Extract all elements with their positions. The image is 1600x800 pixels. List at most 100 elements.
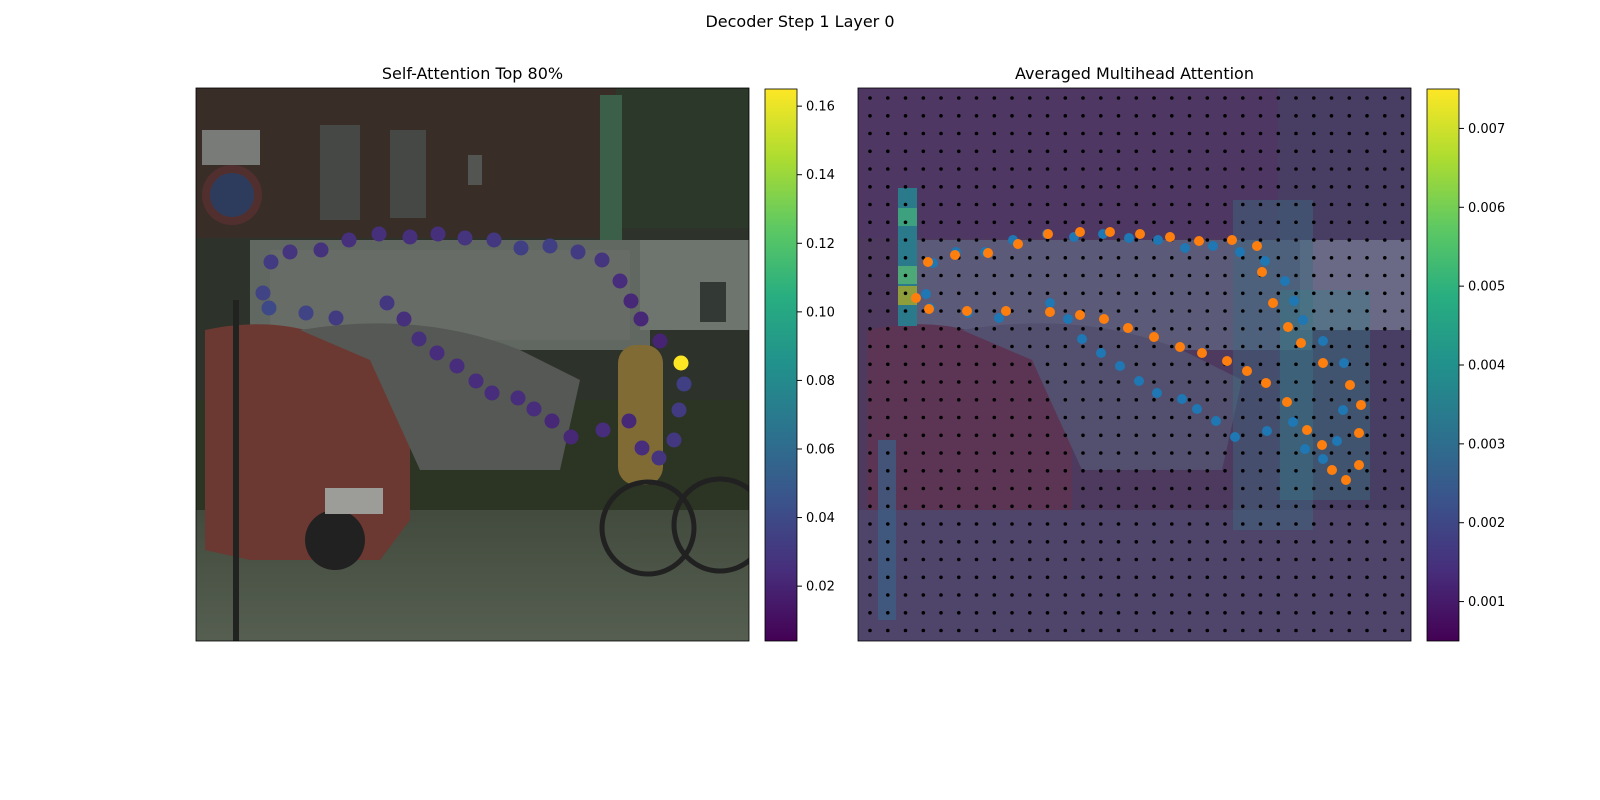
grid-dot [1383, 557, 1387, 562]
grid-dot [903, 309, 908, 313]
grid-dot [1134, 451, 1139, 455]
grid-dot [1365, 273, 1369, 278]
grid-dot [1187, 469, 1192, 473]
grid-dot [1081, 469, 1085, 473]
grid-dot [1365, 469, 1369, 473]
grid-dot [1028, 114, 1032, 118]
reference-point [1192, 404, 1202, 414]
reference-point [1289, 296, 1299, 306]
grid-dot [1010, 380, 1014, 384]
grid-dot [992, 522, 997, 526]
grid-dot [1329, 451, 1334, 455]
grid-dot [1329, 486, 1334, 491]
grid-dot [1329, 540, 1334, 544]
right-colorbar-ticks: 0.001 0.002 0.003 0.004 0.005 0.006 0.007 [1459, 122, 1505, 610]
grid-dot [957, 362, 961, 367]
grid-dot [1028, 220, 1032, 225]
grid-dot [939, 149, 943, 154]
grid-dot [1045, 486, 1050, 491]
colorbar-tick-label: 0.001 [1468, 595, 1505, 610]
colorbar-tick-label: 0.005 [1468, 280, 1505, 295]
grid-dot [957, 202, 961, 207]
grid-dot [1223, 469, 1227, 473]
grid-dot [1152, 398, 1156, 402]
grid-dot [1329, 185, 1334, 189]
grid-dot [1010, 540, 1014, 544]
grid-dot [1258, 398, 1263, 402]
grid-dot [868, 593, 872, 597]
grid-dot [903, 611, 908, 615]
grid-dot [1045, 362, 1050, 367]
grid-dot [1187, 309, 1192, 313]
grid-dot [1329, 238, 1334, 242]
grid-dot [1170, 131, 1174, 136]
grid-dot [1205, 433, 1210, 438]
predicted-point [1242, 366, 1252, 376]
grid-dot [992, 628, 997, 633]
grid-dot [974, 611, 979, 615]
grid-dot [1063, 344, 1068, 349]
attention-point [371, 226, 387, 242]
grid-dot [1152, 309, 1156, 313]
grid-dot [1276, 486, 1281, 491]
grid-dot [1365, 504, 1369, 509]
grid-dot [939, 167, 943, 171]
grid-dot [1400, 593, 1405, 597]
grid-dot [1187, 504, 1192, 509]
grid-dot [1099, 185, 1103, 189]
attention-point [282, 244, 298, 260]
grid-dot [1099, 593, 1103, 597]
grid-dot [1223, 398, 1227, 402]
grid-dot [1347, 611, 1352, 615]
grid-dot [1347, 309, 1352, 313]
grid-dot [1152, 220, 1156, 225]
grid-dot [1152, 131, 1156, 136]
attention-point [544, 413, 560, 429]
colorbar-tick-label: 0.12 [806, 237, 835, 252]
grid-dot [903, 557, 908, 562]
grid-dot [1258, 202, 1263, 207]
grid-dot [974, 167, 979, 171]
grid-dot [1152, 344, 1156, 349]
grid-dot [1347, 575, 1352, 580]
grid-dot [1170, 96, 1174, 100]
grid-dot [1223, 309, 1227, 313]
predicted-point [1302, 425, 1312, 435]
grid-dot [903, 451, 908, 455]
grid-dot [1400, 255, 1405, 260]
grid-dot [868, 167, 872, 171]
grid-dot [992, 504, 997, 509]
grid-dot [1223, 611, 1227, 615]
grid-dot [1081, 238, 1085, 242]
grid-dot [1081, 131, 1085, 136]
grid-dot [1276, 114, 1281, 118]
grid-dot [1045, 451, 1050, 455]
grid-dot [1383, 593, 1387, 597]
grid-dot [1134, 486, 1139, 491]
grid-dot [992, 380, 997, 384]
grid-dot [1347, 344, 1352, 349]
grid-dot [1329, 255, 1334, 260]
grid-dot [1045, 114, 1050, 118]
left-panel-title: Self-Attention Top 80% [381, 64, 564, 83]
grid-dot [1010, 504, 1014, 509]
grid-dot [1187, 628, 1192, 633]
grid-dot [1010, 486, 1014, 491]
attention-grid-dots [868, 96, 1405, 633]
grid-dot [1099, 611, 1103, 615]
grid-dot [1045, 344, 1050, 349]
grid-dot [1365, 291, 1369, 296]
grid-dot [1134, 131, 1139, 136]
grid-dot [1187, 202, 1192, 207]
grid-dot [1241, 611, 1245, 615]
grid-dot [1400, 380, 1405, 384]
grid-dot [1383, 433, 1387, 438]
grid-dot [1063, 255, 1068, 260]
grid-dot [1241, 131, 1245, 136]
grid-dot [957, 380, 961, 384]
grid-dot [1329, 149, 1334, 154]
grid-dot [1099, 202, 1103, 207]
grid-dot [1028, 380, 1032, 384]
grid-dot [1223, 575, 1227, 580]
grid-dot [903, 540, 908, 544]
